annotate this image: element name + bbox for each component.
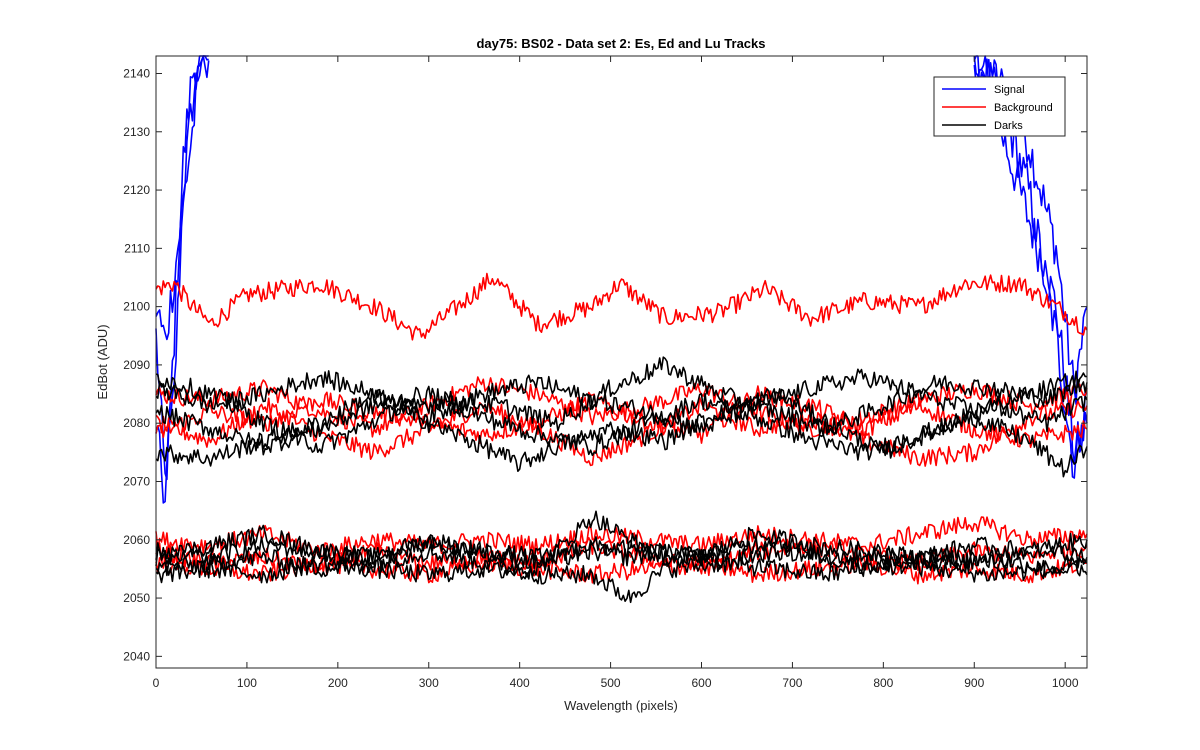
x-tick-label: 600 xyxy=(691,676,711,690)
y-tick-label: 2060 xyxy=(123,533,150,547)
x-axis-label: Wavelength (pixels) xyxy=(564,698,678,713)
y-tick-label: 2090 xyxy=(123,358,150,372)
x-tick-label: 200 xyxy=(328,676,348,690)
series-line-darks xyxy=(155,368,1088,434)
series-line-background xyxy=(155,272,1088,341)
y-tick-label: 2120 xyxy=(123,183,150,197)
y-tick-label: 2140 xyxy=(123,66,150,80)
x-tick-label: 900 xyxy=(964,676,984,690)
x-tick-label: 500 xyxy=(601,676,621,690)
x-tick-label: 800 xyxy=(873,676,893,690)
series-line-background xyxy=(155,553,1088,585)
legend: Signal Background Darks xyxy=(933,76,1066,137)
legend-label-darks: Darks xyxy=(994,120,1023,132)
chart-title: day75: BS02 - Data set 2: Es, Ed and Lu … xyxy=(476,36,765,51)
legend-label-signal: Signal xyxy=(994,84,1025,96)
x-tick-label: 100 xyxy=(237,676,257,690)
x-tick-label: 1000 xyxy=(1052,676,1079,690)
y-tick-label: 2070 xyxy=(123,474,150,488)
series-line-darks xyxy=(155,555,1088,604)
y-axis: 2040 2050 2060 2070 2080 2090 2100 2110 2120 2130… xyxy=(123,66,1087,663)
y-tick-label: 2080 xyxy=(123,416,150,430)
x-tick-label: 300 xyxy=(419,676,439,690)
series-line-signal xyxy=(155,55,1088,479)
y-tick-label: 2110 xyxy=(124,241,150,255)
series-layer xyxy=(155,55,1088,604)
y-tick-label: 2130 xyxy=(123,125,150,139)
plot-frame xyxy=(155,55,1088,669)
series-line-darks xyxy=(155,385,1088,478)
series-line-darks xyxy=(155,526,1088,567)
x-tick-label: 400 xyxy=(510,676,530,690)
series-line-darks xyxy=(155,356,1088,454)
x-axis: 0 100 200 300 400 500 600 700 800 900 1000 xyxy=(153,56,1079,690)
legend-label-background: Background xyxy=(994,102,1053,114)
y-tick-label: 2050 xyxy=(123,591,150,605)
x-tick-label: 700 xyxy=(782,676,802,690)
y-tick-label: 2040 xyxy=(123,649,150,663)
series-line-background xyxy=(155,385,1088,449)
x-tick-label: 0 xyxy=(153,676,160,690)
y-axis-label: EdBot (ADU) xyxy=(95,324,110,399)
y-tick-label: 2100 xyxy=(123,300,150,314)
